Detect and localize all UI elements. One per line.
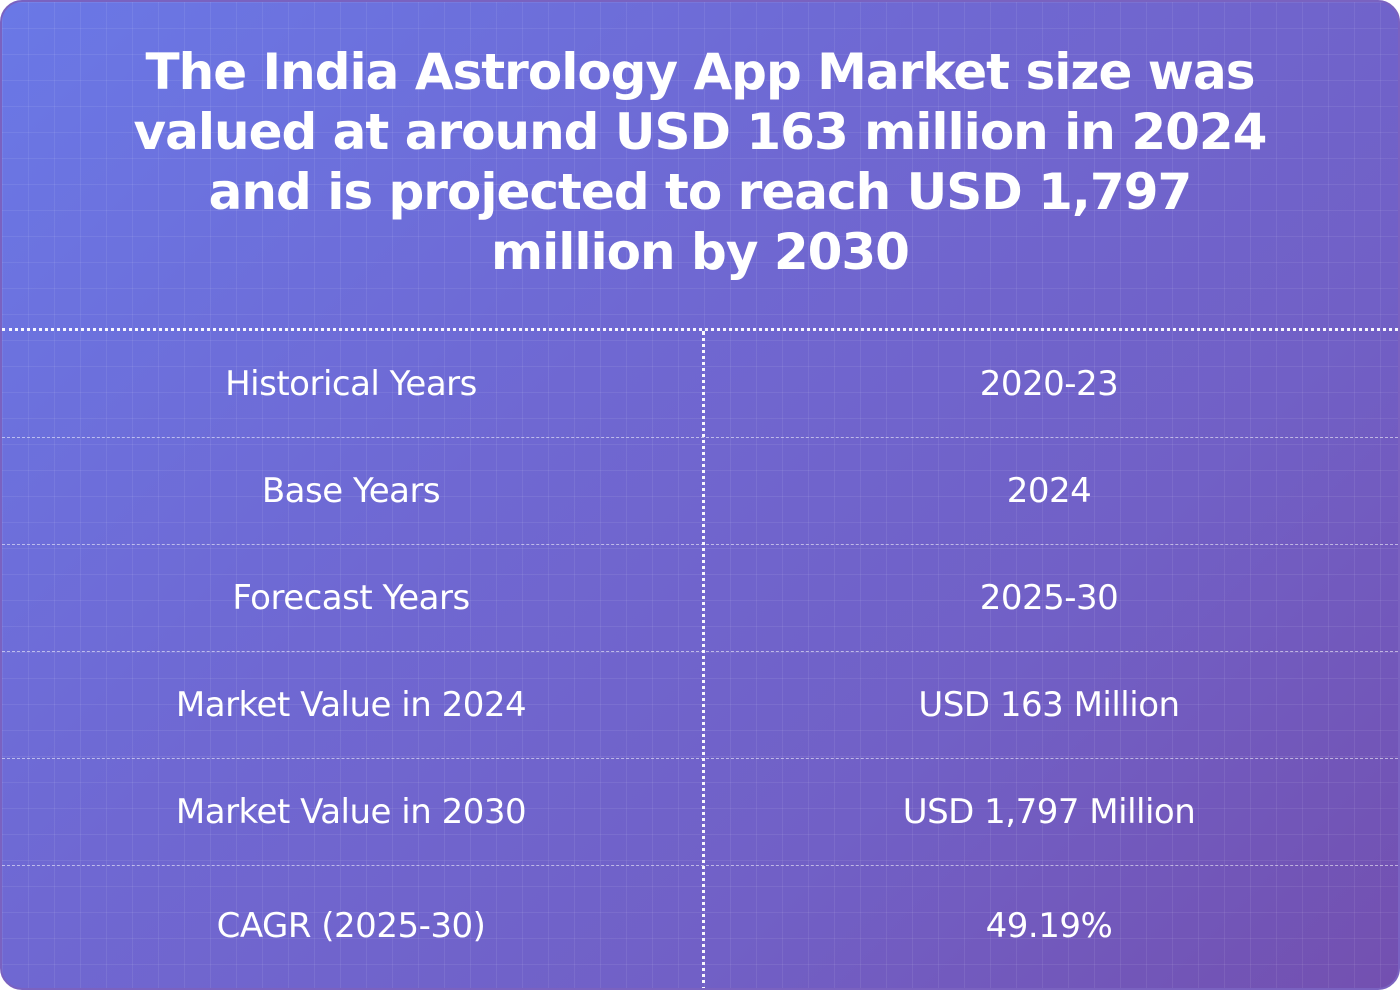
- row-value: 2024: [1006, 471, 1092, 511]
- row-label: Base Years: [261, 471, 441, 511]
- row-label: Market Value in 2030: [175, 792, 527, 832]
- table-row: Market Value in 2024 USD 163 Million: [2, 652, 1398, 759]
- table-row: CAGR (2025-30) 49.19%: [2, 866, 1398, 986]
- row-label: Market Value in 2024: [175, 685, 527, 725]
- row-value: 49.19%: [985, 906, 1113, 946]
- row-value: 2025-30: [979, 578, 1119, 618]
- table-row: Market Value in 2030 USD 1,797 Million: [2, 759, 1398, 866]
- table-row: Base Years 2024: [2, 438, 1398, 545]
- summary-table: Historical Years 2020-23 Base Years 2024…: [2, 328, 1398, 988]
- row-value: USD 1,797 Million: [902, 792, 1196, 832]
- row-label: Forecast Years: [232, 578, 470, 618]
- table-row: Forecast Years 2025-30: [2, 545, 1398, 652]
- row-label: Historical Years: [225, 364, 477, 404]
- row-label: CAGR (2025-30): [216, 906, 486, 946]
- row-value: 2020-23: [979, 364, 1119, 404]
- headline: The India Astrology App Market size was …: [133, 43, 1268, 281]
- table-row: Historical Years 2020-23: [2, 331, 1398, 438]
- column-divider: [702, 331, 705, 988]
- row-value: USD 163 Million: [918, 685, 1180, 725]
